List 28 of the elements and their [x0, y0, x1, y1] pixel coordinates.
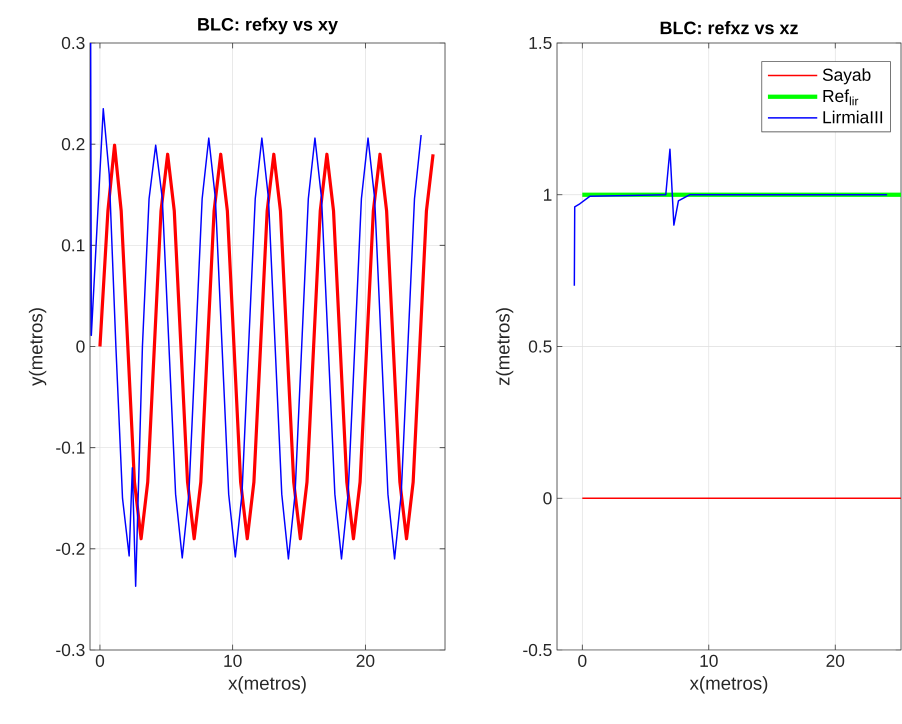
y-axis-title: z(metros)	[496, 308, 514, 386]
y-tick-label: -0.2	[56, 542, 84, 555]
y-tick-label: 1.5	[530, 36, 552, 50]
line-series	[574, 148, 888, 287]
x-tick-label: 20	[356, 654, 374, 667]
x-tick-label: 0	[96, 654, 104, 667]
chart-title: BLC: refxy vs xy	[198, 18, 338, 34]
y-axis-title: y(metros)	[28, 308, 46, 386]
y-tick-label: 0.3	[62, 36, 85, 50]
x-tick-label: 0	[578, 654, 586, 667]
x-tick-label: 10	[700, 654, 718, 667]
y-tick-label: 0	[543, 492, 552, 504]
y-tick-label: 0.2	[62, 138, 84, 150]
x-tick-label: 20	[826, 654, 844, 667]
x-axis-title: x(metros)	[690, 676, 768, 694]
y-tick-label: 0.1	[62, 239, 84, 252]
y-tick-label: 0.5	[528, 340, 552, 353]
legend-label: Ref$_{lir}$	[823, 89, 858, 106]
y-tick-label: 1	[544, 188, 552, 201]
x-tick-label: 10	[224, 654, 242, 667]
y-tick-label: -0.1	[56, 442, 84, 454]
x-axis-title: x(metros)	[228, 676, 306, 694]
y-tick-label: -0.3	[56, 644, 85, 656]
y-tick-label: 0	[76, 340, 85, 353]
legend-label: LirmiaIII	[823, 110, 882, 124]
y-tick-label: -0.5	[523, 644, 552, 656]
chart-title: BLC: refxz vs xz	[660, 21, 798, 34]
legend-label: Sayab	[822, 68, 870, 84]
